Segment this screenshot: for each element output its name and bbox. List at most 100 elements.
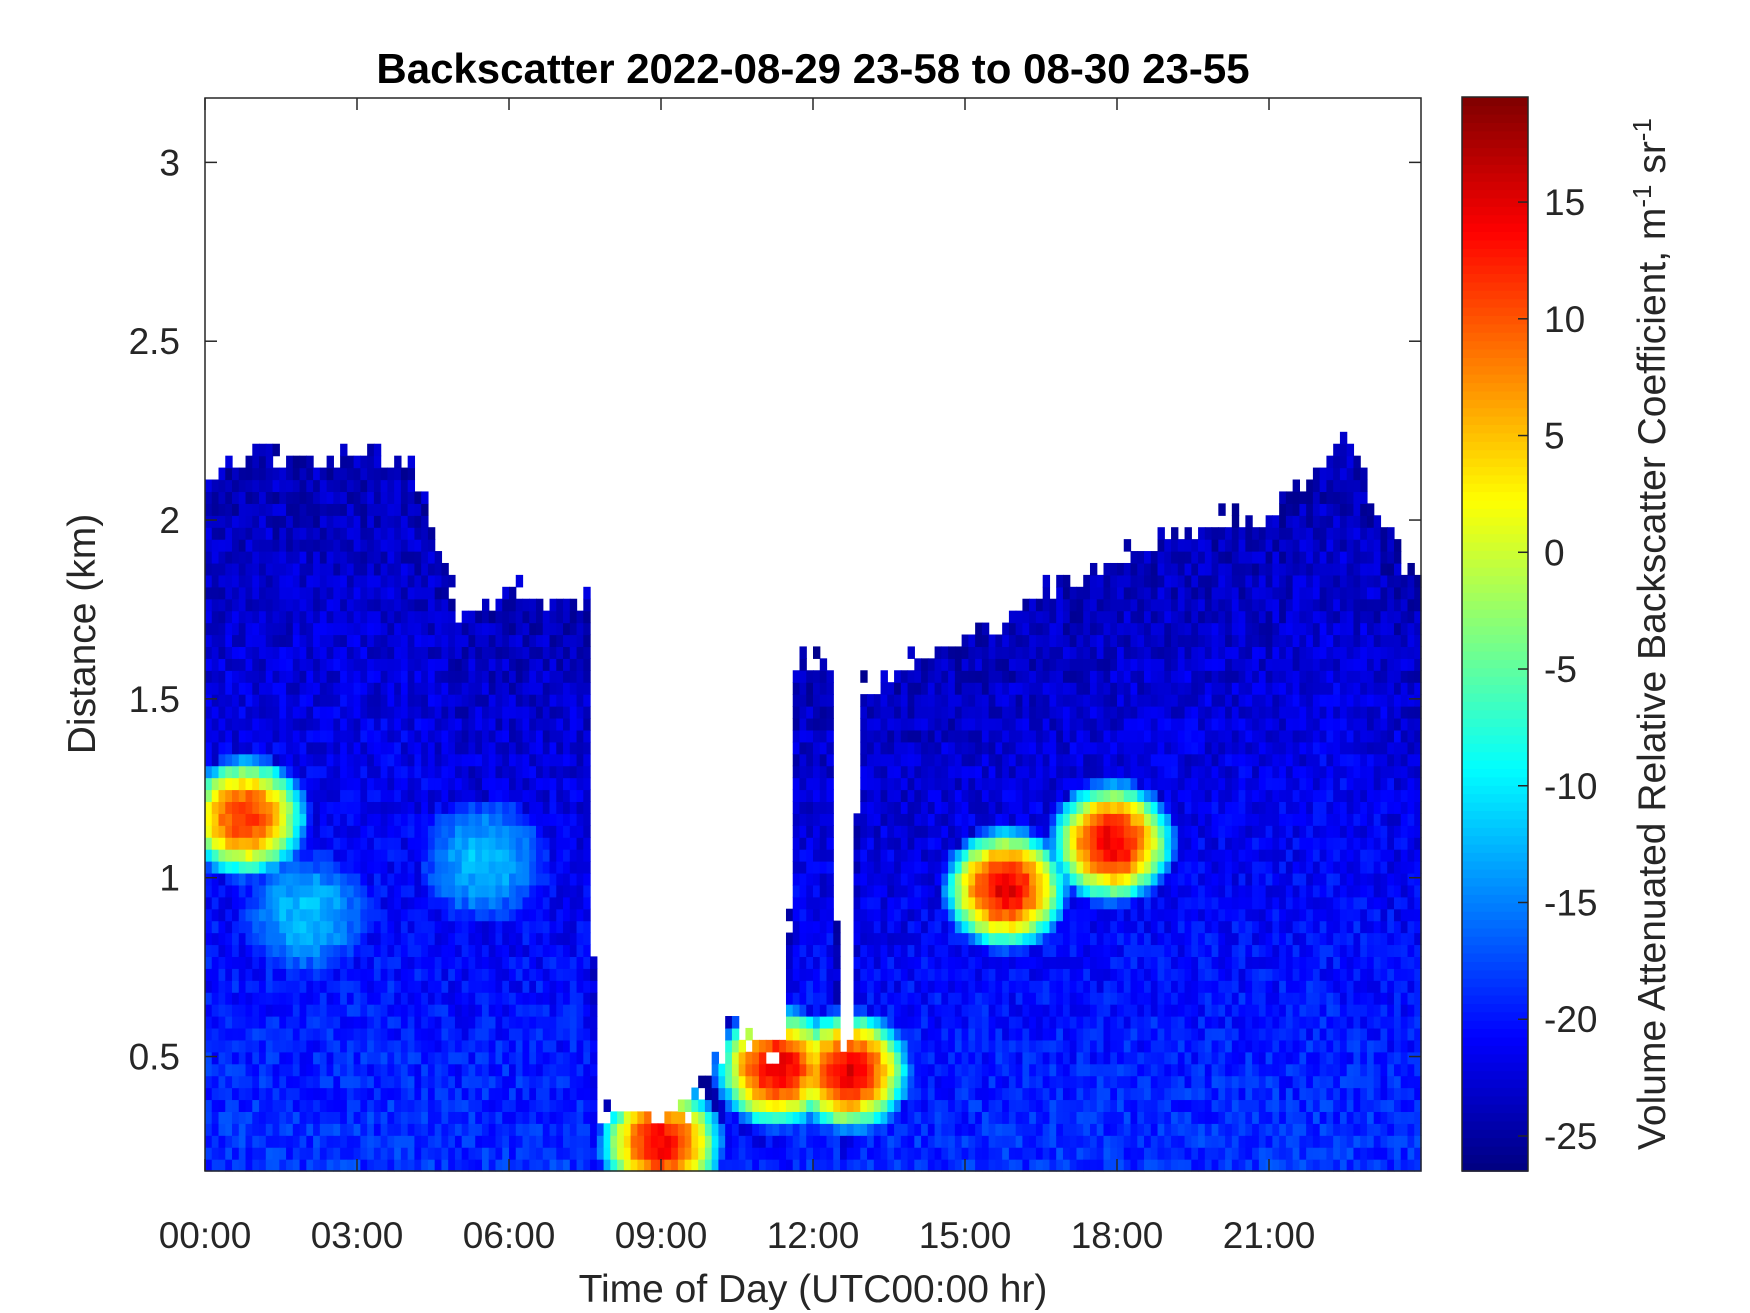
heatmap-cell: [454, 849, 463, 862]
heatmap-cell: [799, 992, 807, 1005]
heatmap-cell: [549, 777, 557, 791]
heatmap-cell: [867, 694, 875, 707]
heatmap-cell: [549, 801, 557, 814]
heatmap-cell: [718, 1087, 726, 1101]
heatmap-cell: [934, 956, 942, 969]
heatmap-cell: [279, 1111, 287, 1124]
heatmap-cell: [346, 944, 355, 957]
heatmap-cell: [367, 467, 375, 481]
heatmap-cell: [880, 1051, 888, 1065]
heatmap-cell: [927, 884, 936, 898]
heatmap-cell: [563, 980, 571, 993]
heatmap-cell: [468, 956, 476, 969]
heatmap-cell: [819, 1099, 828, 1112]
heatmap-cell: [488, 968, 497, 981]
heatmap-cell: [981, 813, 990, 826]
heatmap-cell: [583, 777, 591, 791]
heatmap-cell: [205, 956, 213, 969]
heatmap-cell: [400, 884, 409, 898]
heatmap-cell: [792, 801, 801, 814]
heatmap-cell: [522, 992, 530, 1005]
heatmap-cell: [265, 1135, 274, 1148]
heatmap-cell: [752, 1123, 760, 1136]
heatmap-cell: [387, 694, 395, 707]
heatmap-cell: [373, 658, 382, 671]
heatmap-cell: [556, 717, 564, 731]
heatmap-cell: [995, 682, 1003, 695]
heatmap-cell: [914, 1135, 922, 1148]
heatmap-cell: [799, 872, 807, 886]
heatmap-cell: [326, 872, 334, 886]
heatmap-cell: [468, 920, 476, 934]
heatmap-cell: [961, 1087, 969, 1101]
heatmap-cell: [205, 908, 213, 922]
heatmap-cell: [265, 753, 274, 767]
heatmap-cell: [319, 920, 328, 934]
heatmap-cell: [481, 777, 490, 791]
heatmap-cell: [346, 610, 355, 624]
heatmap-cell: [995, 1039, 1003, 1053]
heatmap-cell: [961, 944, 969, 957]
heatmap-cell: [813, 1016, 821, 1029]
heatmap-cell: [238, 837, 247, 850]
heatmap-cell: [1022, 789, 1030, 803]
heatmap-cell: [407, 837, 416, 850]
heatmap-cell: [819, 813, 828, 826]
heatmap-cell: [286, 503, 294, 516]
heatmap-cell: [887, 992, 895, 1005]
heatmap-cell: [340, 837, 348, 850]
heatmap-cell: [880, 1075, 888, 1089]
heatmap-cell: [333, 622, 341, 636]
heatmap-cell: [954, 861, 963, 874]
heatmap-cell: [360, 825, 368, 838]
heatmap-cell: [569, 1123, 578, 1136]
heatmap-cell: [313, 861, 321, 874]
heatmap-cell: [319, 849, 328, 862]
heatmap-cell: [367, 884, 375, 898]
heatmap-cell: [549, 920, 557, 934]
heatmap-cell: [765, 1063, 774, 1077]
heatmap-cell: [698, 1123, 706, 1136]
heatmap-cell: [502, 586, 510, 600]
heatmap-cell: [225, 622, 233, 636]
heatmap-cell: [704, 1147, 713, 1160]
heatmap-cell: [434, 586, 443, 600]
heatmap-cell: [313, 586, 321, 600]
heatmap-cell: [1035, 729, 1044, 743]
heatmap-cell: [333, 551, 341, 564]
heatmap-cell: [549, 1123, 557, 1136]
heatmap-cell: [529, 1051, 537, 1065]
heatmap-cell: [1049, 1016, 1057, 1029]
heatmap-cell: [961, 777, 969, 791]
heatmap-cell: [272, 634, 280, 648]
heatmap-cell: [211, 813, 220, 826]
heatmap-cell: [961, 741, 969, 755]
heatmap-cell: [407, 861, 416, 874]
heatmap-cell: [319, 670, 328, 683]
heatmap-cell: [225, 1123, 233, 1136]
heatmap-cell: [556, 765, 564, 779]
heatmap-cell: [353, 551, 361, 564]
heatmap-cell: [961, 634, 969, 648]
heatmap-cell: [265, 1016, 274, 1029]
heatmap-cell: [502, 1016, 510, 1029]
heatmap-cell: [563, 956, 571, 969]
heatmap-cell: [407, 980, 416, 993]
heatmap-cell: [961, 956, 969, 969]
heatmap-cell: [1029, 634, 1037, 648]
heatmap-cell: [502, 682, 510, 695]
heatmap-cell: [286, 706, 294, 719]
heatmap-cell: [373, 741, 382, 755]
heatmap-cell: [792, 1051, 801, 1065]
heatmap-cell: [218, 968, 226, 981]
heatmap-cell: [563, 694, 571, 707]
heatmap-cell: [880, 706, 888, 719]
heatmap-cell: [576, 765, 584, 779]
heatmap-cell: [400, 1027, 409, 1041]
heatmap-cell: [272, 527, 280, 540]
heatmap-cell: [286, 515, 294, 528]
heatmap-cell: [907, 1135, 915, 1148]
heatmap-cell: [326, 694, 334, 707]
heatmap-cell: [549, 872, 557, 886]
heatmap-cell: [819, 944, 828, 957]
